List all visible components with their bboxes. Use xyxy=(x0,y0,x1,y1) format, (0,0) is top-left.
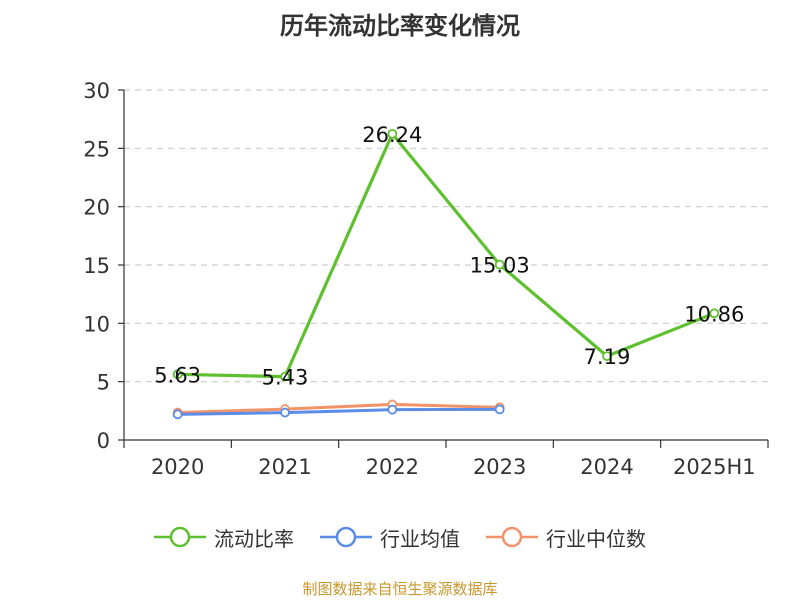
data-label: 15.03 xyxy=(470,254,530,278)
data-label: 5.63 xyxy=(154,363,201,387)
x-tick-label: 2020 xyxy=(151,455,204,479)
legend-line-circle-icon xyxy=(486,526,538,548)
y-tick-label: 30 xyxy=(83,79,110,103)
source-note: 制图数据来自恒生聚源数据库 xyxy=(302,580,498,598)
x-tick-label: 2025H1 xyxy=(673,455,756,479)
data-point xyxy=(280,407,290,418)
y-tick-label: 20 xyxy=(83,196,110,220)
y-tick-label: 0 xyxy=(97,429,110,453)
data-point xyxy=(172,369,183,380)
axes: 0 5 10 15 20 25 30 2020 2021 2022 2023 2024 2025H1 xyxy=(83,79,769,479)
x-tick-label: 2022 xyxy=(366,455,419,479)
series-line xyxy=(177,402,500,415)
series-line xyxy=(177,407,500,416)
y-tick-label: 15 xyxy=(83,254,110,278)
data-label: 26.24 xyxy=(362,123,422,147)
data-point xyxy=(387,128,398,139)
data-label: 10.86 xyxy=(684,302,744,326)
legend-label: 流动比率 xyxy=(214,526,294,551)
legend: 流动比率 行业均值 行业中位数 xyxy=(0,520,800,554)
data-point xyxy=(602,351,612,362)
grid-lines xyxy=(124,89,768,383)
legend-item-industry-mean[interactable]: 行业均值 xyxy=(320,523,460,552)
legend-line-circle-icon xyxy=(320,526,372,548)
y-tick-label: 10 xyxy=(83,312,110,336)
legend-item-current-ratio[interactable]: 流动比率 xyxy=(154,523,294,552)
legend-label: 行业中位数 xyxy=(546,526,646,551)
legend-label: 行业均值 xyxy=(380,526,460,551)
data-points xyxy=(172,128,720,420)
series-lines xyxy=(177,132,715,416)
legend-item-industry-median[interactable]: 行业中位数 xyxy=(486,523,646,552)
data-point xyxy=(494,404,505,415)
legend-line-circle-icon xyxy=(154,526,206,548)
data-label: 7.19 xyxy=(584,345,631,369)
x-tick-label: 2024 xyxy=(580,455,633,479)
data-labels: 5.63 5.43 26.24 15.03 7.19 10.86 xyxy=(154,123,744,390)
data-point xyxy=(494,259,505,270)
data-point xyxy=(280,371,290,382)
x-tick-label: 2021 xyxy=(258,455,311,479)
data-point xyxy=(172,409,183,420)
y-tick-label: 25 xyxy=(83,137,110,161)
data-label: 5.43 xyxy=(262,366,309,390)
series-line xyxy=(177,132,715,379)
chart-title: 历年流动比率变化情况 xyxy=(280,12,520,40)
data-point xyxy=(709,308,720,319)
x-tick-label: 2023 xyxy=(473,455,526,479)
y-tick-label: 5 xyxy=(97,371,110,395)
data-point xyxy=(387,404,398,415)
